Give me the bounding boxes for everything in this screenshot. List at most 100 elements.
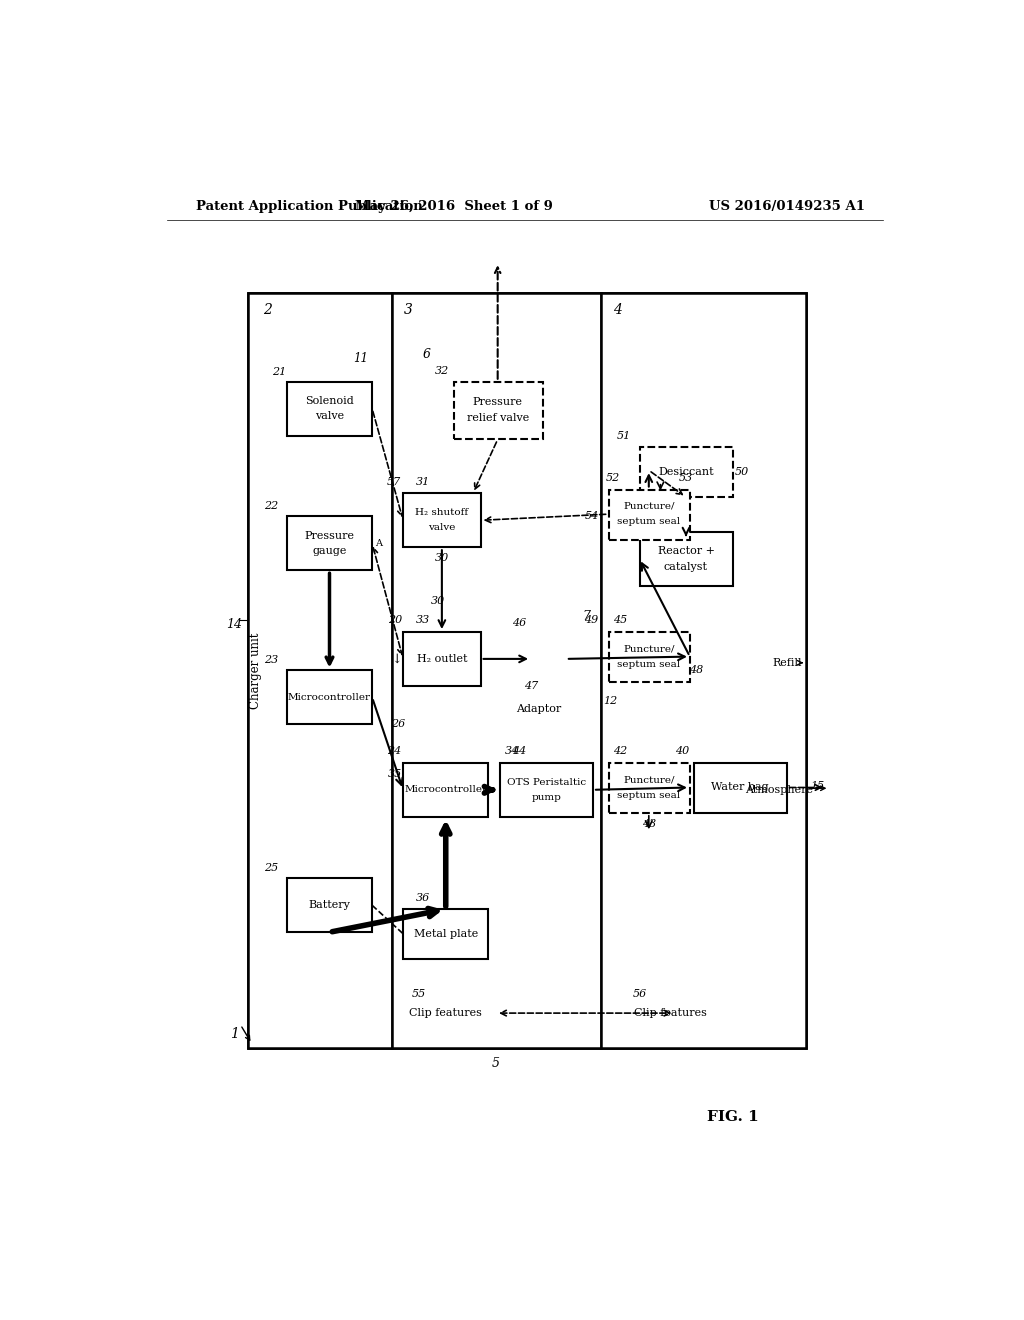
Text: Pressure: Pressure [473,397,522,408]
Text: septum seal: septum seal [617,791,680,800]
Text: gauge: gauge [312,546,347,556]
Bar [403,632,480,686]
Text: 21: 21 [272,367,287,378]
Text: Puncture/: Puncture/ [623,502,675,511]
Text: Microcontroller: Microcontroller [288,693,371,702]
Text: 48: 48 [689,665,703,676]
Text: 24: 24 [387,746,401,756]
Text: 14: 14 [226,618,242,631]
Text: 45: 45 [613,615,628,626]
Text: Water bag: Water bag [712,783,769,792]
Text: 11: 11 [353,352,368,366]
Text: Battery: Battery [308,900,350,911]
Bar [403,494,480,548]
Text: 56: 56 [633,989,646,999]
Text: pump: pump [531,793,561,803]
Text: Refill: Refill [772,657,802,668]
Text: May 26, 2016  Sheet 1 of 9: May 26, 2016 Sheet 1 of 9 [354,201,552,214]
Text: 30: 30 [431,597,445,606]
Text: Microcontroller: Microcontroller [404,785,487,795]
Text: 53: 53 [679,473,693,483]
Text: 4: 4 [613,304,623,317]
Text: 46: 46 [512,618,526,628]
Bar [248,293,806,1048]
Text: 20: 20 [388,615,402,626]
Text: 52: 52 [605,473,620,483]
Bar [454,381,543,440]
Text: septum seal: septum seal [617,660,680,669]
Text: septum seal: septum seal [617,517,680,527]
Text: 6: 6 [422,348,430,362]
Bar [391,293,601,1048]
Text: 47: 47 [524,681,539,690]
Text: 12: 12 [603,696,617,706]
Text: 50: 50 [734,467,749,477]
Text: US 2016/0149235 A1: US 2016/0149235 A1 [710,201,865,214]
Text: H₂ outlet: H₂ outlet [417,653,467,664]
Text: Patent Application Publication: Patent Application Publication [197,201,423,214]
Text: Pressure: Pressure [304,531,354,541]
Bar [287,381,372,436]
Bar [640,447,732,498]
Text: 35: 35 [388,770,402,779]
Text: Clip features: Clip features [410,1008,482,1018]
Text: catalyst: catalyst [664,561,708,572]
Text: 51: 51 [616,430,631,441]
Text: 32: 32 [435,366,449,376]
Bar [608,490,690,540]
Bar [287,878,372,932]
Text: 7: 7 [583,610,591,623]
Text: valve: valve [315,412,344,421]
Text: Solenoid: Solenoid [305,396,354,407]
Text: Adaptor: Adaptor [516,704,561,714]
Text: Reactor +: Reactor + [657,546,715,556]
Text: 23: 23 [264,655,279,665]
Text: 15: 15 [811,781,825,791]
Text: 3: 3 [404,304,413,317]
Bar [403,763,488,817]
Bar [403,909,488,960]
Bar [693,763,786,813]
Bar [608,632,690,682]
Text: H₂ shutoff: H₂ shutoff [416,508,468,517]
Text: 1: 1 [229,1027,239,1041]
Text: 30: 30 [435,553,449,564]
Text: A: A [375,539,382,548]
Text: 49: 49 [585,615,599,626]
Text: OTS Peristaltic: OTS Peristaltic [507,777,586,787]
Text: ↓: ↓ [391,652,402,665]
Text: 31: 31 [416,477,430,487]
Text: Metal plate: Metal plate [414,929,478,939]
Bar [248,293,391,1048]
Text: 33: 33 [416,615,430,626]
Text: 57: 57 [387,477,401,487]
Text: 43: 43 [642,820,656,829]
Text: 26: 26 [390,719,404,730]
Text: 25: 25 [264,862,279,873]
Text: 2: 2 [263,304,272,317]
Bar [500,763,593,817]
Text: Puncture/: Puncture/ [623,644,675,653]
Text: relief valve: relief valve [467,413,528,422]
Text: valve: valve [428,524,456,532]
Text: 5: 5 [493,1056,500,1069]
Text: Puncture/: Puncture/ [623,775,675,784]
Text: 36: 36 [416,892,430,903]
Text: 40: 40 [675,746,689,756]
Bar [601,293,806,1048]
Bar [640,532,732,586]
Text: 55: 55 [412,989,426,999]
Bar [287,516,372,570]
Text: Clip features: Clip features [634,1008,707,1018]
Text: 34: 34 [505,746,519,756]
Text: 44: 44 [512,746,526,756]
Text: Desiccant: Desiccant [658,467,714,477]
Text: Charger unit: Charger unit [250,632,262,709]
Text: 22: 22 [264,500,279,511]
Bar [287,671,372,725]
Text: Atmosphere: Atmosphere [745,785,813,795]
Text: 54: 54 [585,511,599,521]
Text: FIG. 1: FIG. 1 [707,1110,759,1125]
Text: 42: 42 [613,746,628,756]
Bar [608,763,690,813]
